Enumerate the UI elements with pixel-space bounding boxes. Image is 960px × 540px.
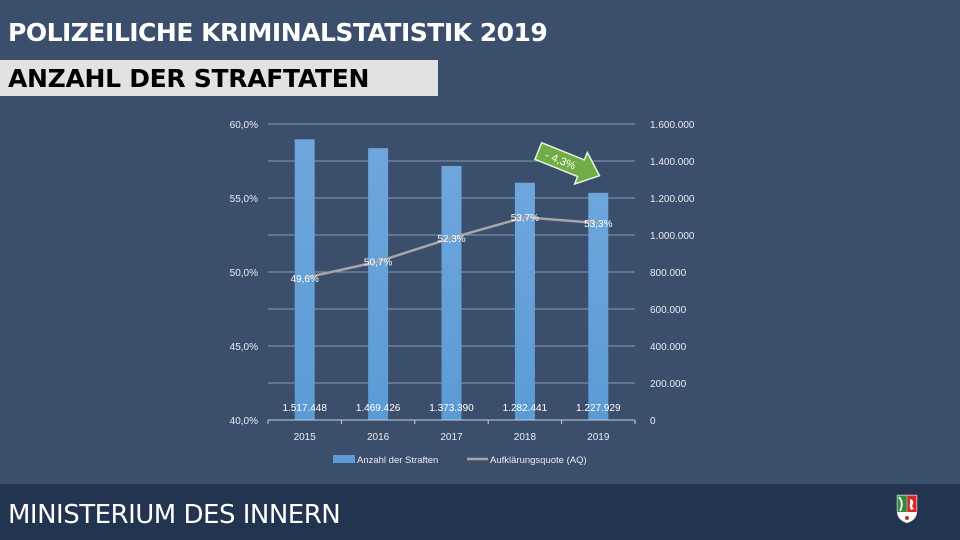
change-arrow: - 4,3%: [533, 141, 601, 186]
bar-label: 1.469.426: [356, 403, 401, 414]
bar-2015: [294, 139, 315, 420]
right-axis: 0 200.000 400.000 600.000 800.000 1.000.000 1.…: [650, 120, 695, 427]
legend-label-bar: Anzahl der Straften: [357, 455, 438, 466]
left-tick-label: 60,0%: [230, 120, 258, 131]
bar-2017: [441, 165, 462, 420]
bar-label: 1.227.929: [576, 403, 621, 414]
footer-title: MINISTERIUM DES INNERN: [8, 500, 341, 530]
arrow-shape: [533, 141, 601, 186]
right-tick-label: 400.000: [650, 342, 687, 353]
legend-label-line: Aufklärungsquote (AQ): [490, 455, 587, 466]
bar-2018: [514, 182, 535, 420]
line-data-labels: 49,6% 50,7% 52,3% 53,7% 53,3%: [291, 213, 613, 285]
bar-data-labels: 1.517.448 1.469.426 1.373.390 1.282.441 1.22…: [282, 403, 621, 414]
right-tick-label: 0: [650, 416, 656, 427]
right-tick-label: 200.000: [650, 379, 687, 390]
page-subtitle: ANZAHL DER STRAFTATEN: [8, 64, 370, 93]
bar-2016: [368, 148, 389, 420]
subtitle-bar: [0, 60, 438, 96]
line-label: 50,7%: [364, 258, 392, 269]
change-annotation: - 4,3%: [533, 141, 601, 186]
page-title: POLIZEILICHE KRIMINALSTATISTIK 2019: [8, 18, 548, 47]
line-label: 49,6%: [291, 274, 319, 285]
x-tick-label: 2015: [294, 432, 317, 443]
bar-label: 1.373.390: [429, 403, 474, 414]
right-tick-label: 1.200.000: [650, 194, 695, 205]
x-tick-label: 2017: [440, 432, 463, 443]
footer-bar: [0, 484, 960, 540]
bars: [294, 139, 609, 420]
x-tick-label: 2019: [587, 432, 610, 443]
left-tick-label: 45,0%: [230, 342, 258, 353]
left-tick-label: 55,0%: [230, 194, 258, 205]
line-label: 52,3%: [437, 234, 465, 245]
left-tick-label: 40,0%: [230, 416, 258, 427]
legend: Anzahl der Straften Aufklärungsquote (AQ): [333, 455, 587, 466]
chart: 1.517.448 1.469.426 1.373.390 1.282.441 1.22…: [230, 120, 695, 466]
right-tick-label: 1.400.000: [650, 157, 695, 168]
bar-label: 1.517.448: [282, 403, 327, 414]
left-tick-label: 50,0%: [230, 268, 258, 279]
left-axis: 40,0% 45,0% 50,0% 55,0% 60,0%: [230, 120, 258, 427]
right-tick-label: 1.000.000: [650, 231, 695, 242]
bar-label: 1.282.441: [503, 403, 548, 414]
x-tick-label: 2016: [367, 432, 390, 443]
line-series: [304, 215, 599, 280]
x-tick-label: 2018: [514, 432, 537, 443]
right-tick-label: 800.000: [650, 268, 687, 279]
x-axis: 2015 2016 2017 2018 2019: [267, 419, 636, 443]
bar-2019: [588, 192, 609, 420]
legend-swatch-bar: [333, 455, 355, 463]
right-tick-label: 600.000: [650, 305, 687, 316]
line-label: 53,3%: [584, 219, 612, 230]
line-aufklaerungsquote: [304, 215, 599, 280]
line-label: 53,7%: [511, 213, 539, 224]
nrw-coat-of-arms-icon: [896, 494, 918, 524]
right-tick-label: 1.600.000: [650, 120, 695, 131]
